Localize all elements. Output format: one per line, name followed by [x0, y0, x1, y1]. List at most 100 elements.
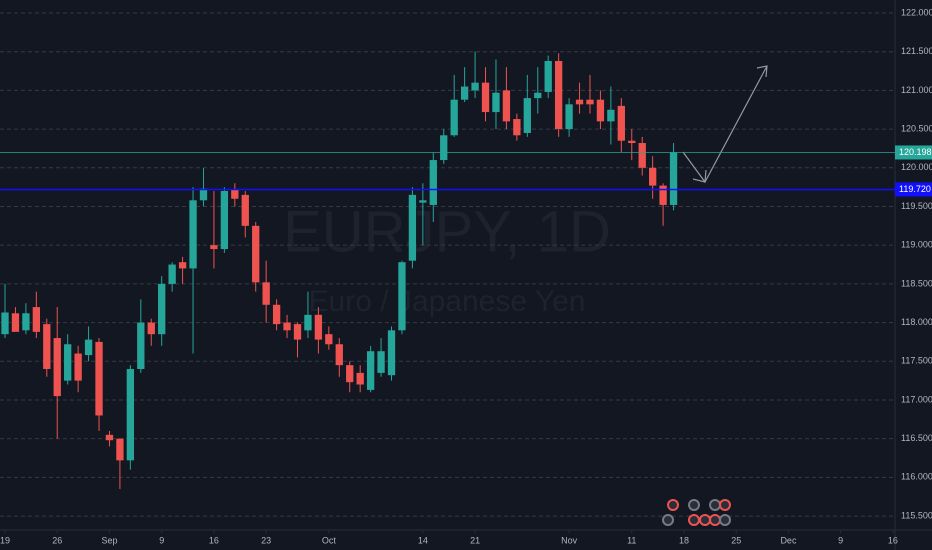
candle-body — [460, 86, 469, 100]
candle-body — [346, 365, 354, 383]
y-tick-label: 119.500 — [901, 201, 932, 211]
x-tick-label: 26 — [52, 535, 62, 545]
candle-body — [147, 322, 155, 335]
candle-body — [440, 135, 448, 161]
y-tick-label: 117.500 — [901, 356, 932, 366]
arrow-head — [692, 169, 707, 183]
candle-body — [74, 353, 82, 381]
candle-body — [283, 322, 291, 331]
candle-body — [210, 245, 218, 250]
candle-body — [231, 189, 239, 199]
candle-body — [575, 99, 584, 105]
x-tick-label: 16 — [888, 535, 898, 545]
candle-body — [95, 341, 103, 416]
candle-body — [178, 262, 187, 269]
candle-body — [137, 322, 145, 370]
candle-body — [513, 119, 521, 136]
arrow-head — [756, 65, 768, 78]
price-label: 119.720 — [899, 184, 931, 194]
candle-body — [450, 99, 458, 136]
candle-body — [84, 339, 93, 356]
candle-body — [377, 351, 385, 373]
candle-body — [272, 304, 281, 325]
y-tick-label: 116.000 — [901, 472, 932, 482]
candle-body — [544, 60, 552, 92]
candle-body — [471, 82, 479, 91]
candle-body — [53, 338, 61, 397]
y-tick-label: 119.000 — [901, 240, 932, 250]
candle-body — [43, 324, 51, 370]
candle-body — [126, 369, 135, 461]
candle-body — [398, 262, 406, 331]
y-tick-label: 118.000 — [901, 317, 932, 327]
candle-body — [314, 314, 323, 340]
watermark: EURJPY, 1D — [283, 199, 611, 264]
candle-body — [565, 104, 573, 130]
candle-body — [429, 160, 437, 205]
candle-body — [189, 200, 197, 269]
plot-area — [0, 12, 895, 517]
candle-body — [158, 283, 166, 335]
x-tick-label: 14 — [418, 535, 428, 545]
candle-body — [241, 194, 249, 226]
candle-body — [617, 105, 625, 141]
x-tick-label: 11 — [627, 535, 636, 545]
candle-body — [356, 372, 364, 385]
candle-body — [596, 99, 605, 122]
price-label-box — [895, 182, 932, 197]
x-tick-label: Sep — [101, 535, 117, 545]
candle-body — [335, 344, 343, 366]
y-tick-label: 116.500 — [901, 433, 932, 443]
candle-body — [366, 351, 375, 390]
x-tick-label: 18 — [679, 535, 689, 545]
candle-body — [262, 282, 270, 305]
candle-body — [669, 152, 678, 205]
y-tick-label: 121.500 — [901, 46, 932, 56]
y-tick-label: 121.000 — [901, 85, 932, 95]
x-tick-label: 19 — [0, 535, 10, 545]
x-tick-label: 23 — [261, 535, 271, 545]
x-tick-label: 16 — [209, 535, 219, 545]
y-tick-label: 120.500 — [901, 123, 932, 133]
x-tick-label: 25 — [731, 535, 741, 545]
price-label-box — [895, 145, 932, 160]
candle-body — [1, 312, 9, 335]
candle-body — [649, 167, 657, 186]
candle-body — [116, 438, 124, 461]
candle-body — [534, 92, 542, 99]
x-tick-label: Dec — [780, 535, 797, 545]
watermark-subtitle: Euro / Japanese Yen — [309, 285, 586, 318]
candle-body — [64, 344, 72, 381]
candle-body — [293, 324, 302, 340]
candle-body — [304, 314, 312, 331]
y-tick-label: 115.500 — [901, 510, 932, 520]
candle-body — [607, 109, 615, 122]
candle-body — [168, 264, 176, 284]
x-tick-label: Nov — [561, 535, 578, 545]
y-tick-label: 118.500 — [901, 278, 932, 288]
x-tick-label: 21 — [470, 535, 480, 545]
price-label: 120.198 — [899, 147, 932, 157]
candle-body — [419, 200, 427, 203]
candle-body — [11, 313, 20, 332]
candle-body — [325, 334, 333, 345]
candle-body — [105, 434, 114, 441]
event-icons — [662, 499, 731, 526]
candle-body — [502, 90, 511, 122]
candle-body — [32, 307, 41, 332]
y-tick-label: 120.000 — [901, 162, 932, 172]
candle-body — [22, 313, 30, 331]
candle-body — [408, 194, 417, 261]
x-tick-label: 9 — [838, 535, 843, 545]
candle-body — [199, 188, 208, 201]
x-tick-label: Oct — [322, 535, 337, 545]
candle-body — [628, 140, 636, 144]
candle-body — [481, 82, 490, 113]
candle-body — [220, 191, 229, 250]
candle-body — [523, 98, 531, 133]
x-tick-label: 9 — [159, 535, 164, 545]
candle-body — [586, 99, 594, 105]
